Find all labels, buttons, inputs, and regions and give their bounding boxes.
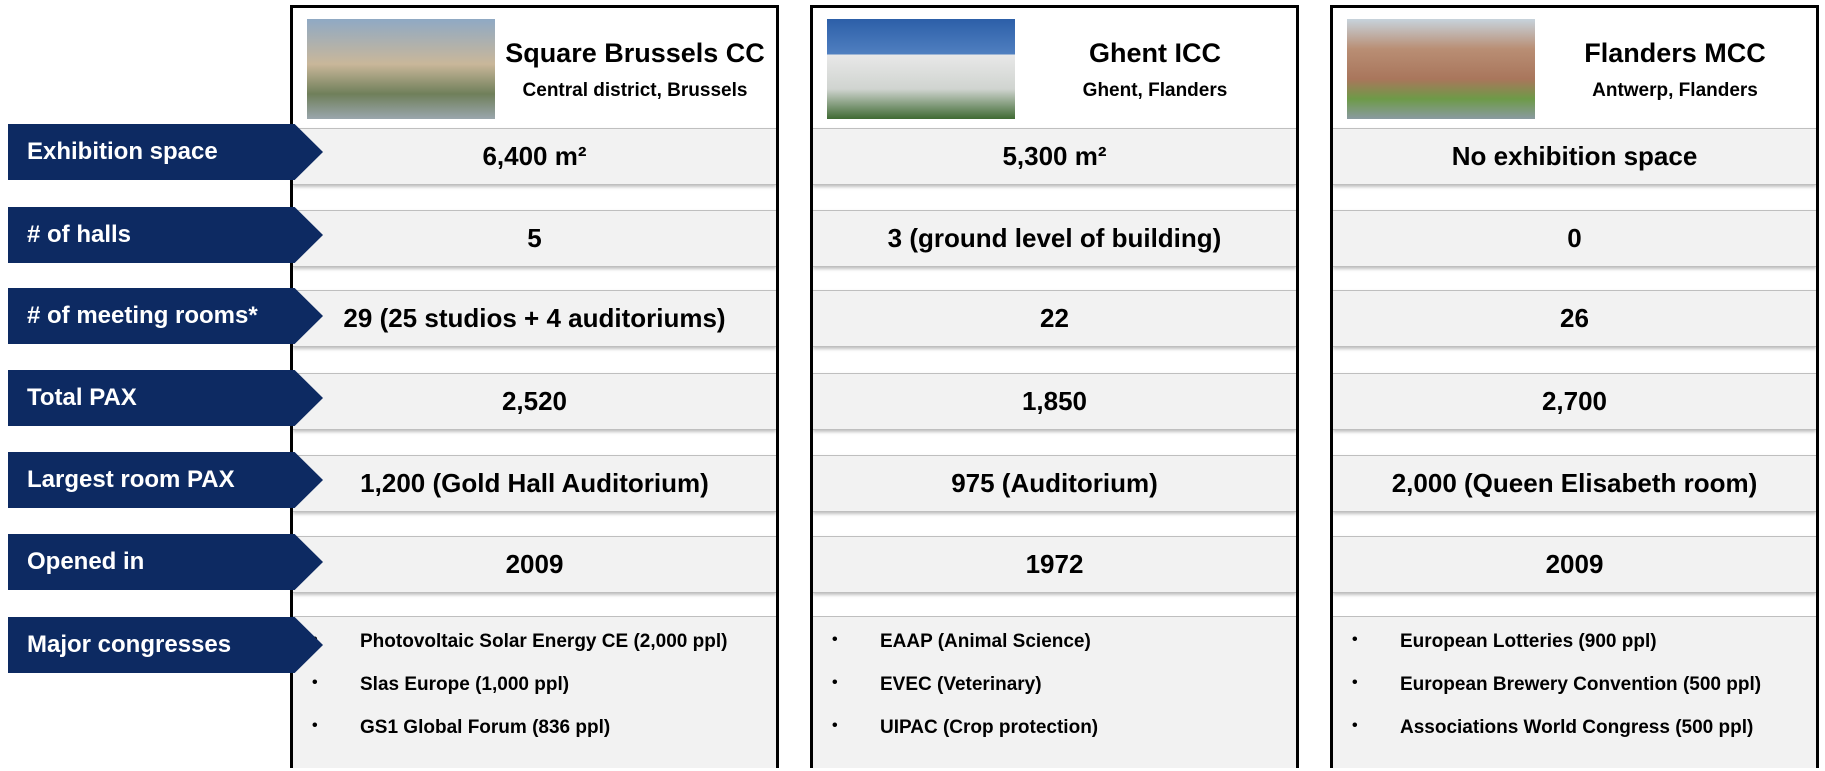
row-label: Opened in [8, 534, 323, 590]
congress-list: Photovoltaic Solar Energy CE (2,000 ppl)… [293, 616, 776, 768]
congress-item: European Lotteries (900 ppl) [1352, 631, 1656, 653]
table-cell: 2009 [293, 536, 776, 593]
table-cell: 1,200 (Gold Hall Auditorium) [293, 455, 776, 512]
congress-item: Slas Europe (1,000 ppl) [312, 674, 569, 696]
table-cell: 2,700 [1333, 373, 1816, 430]
table-cell: 2,520 [293, 373, 776, 430]
venue-name: Flanders MCC [1584, 38, 1766, 68]
table-cell: 1,850 [813, 373, 1296, 430]
venue-name: Square Brussels CC [505, 38, 765, 68]
table-cell: 6,400 m² [293, 128, 776, 185]
table-cell: No exhibition space [1333, 128, 1816, 185]
venue-photo [307, 19, 495, 119]
table-cell: 1972 [813, 536, 1296, 593]
congress-item: EAAP (Animal Science) [832, 631, 1091, 653]
congress-item: UIPAC (Crop protection) [832, 717, 1098, 739]
row-label: # of halls [8, 207, 323, 263]
row-label: Total PAX [8, 370, 323, 426]
venue-location: Ghent, Flanders [1082, 80, 1228, 101]
table-cell: 5,300 m² [813, 128, 1296, 185]
table-cell: 975 (Auditorium) [813, 455, 1296, 512]
table-cell: 2009 [1333, 536, 1816, 593]
venue-photo [827, 19, 1015, 119]
venue-column: Flanders MCC Antwerp, Flanders No exhibiti… [1330, 5, 1819, 768]
table-cell: 26 [1333, 290, 1816, 347]
table-cell: 3 (ground level of building) [813, 210, 1296, 267]
venue-location: Central district, Brussels [522, 80, 748, 101]
row-label: Major congresses [8, 617, 323, 673]
congress-item: GS1 Global Forum (836 ppl) [312, 717, 610, 739]
congress-item: Associations World Congress (500 ppl) [1352, 717, 1753, 739]
congress-item: EVEC (Veterinary) [832, 674, 1041, 696]
congress-item: European Brewery Convention (500 ppl) [1352, 674, 1761, 696]
table-cell: 5 [293, 210, 776, 267]
venue-name: Ghent ICC [1089, 38, 1221, 68]
venue-column: Square Brussels CC Central district, Brus… [290, 5, 779, 768]
congress-list: European Lotteries (900 ppl) European Bre… [1333, 616, 1816, 768]
row-label: Largest room PAX [8, 452, 323, 508]
congress-item: Photovoltaic Solar Energy CE (2,000 ppl) [312, 631, 727, 653]
venue-column: Ghent ICC Ghent, Flanders 5,300 m² 3 (groun… [810, 5, 1299, 768]
table-cell: 22 [813, 290, 1296, 347]
row-label: Exhibition space [8, 124, 323, 180]
table-cell: 2,000 (Queen Elisabeth room) [1333, 455, 1816, 512]
congress-list: EAAP (Animal Science) EVEC (Veterinary) UI… [813, 616, 1296, 768]
venue-photo [1347, 19, 1535, 119]
venue-location: Antwerp, Flanders [1592, 80, 1758, 101]
table-cell: 29 (25 studios + 4 auditoriums) [293, 290, 776, 347]
table-cell: 0 [1333, 210, 1816, 267]
row-label: # of meeting rooms* [8, 288, 323, 344]
